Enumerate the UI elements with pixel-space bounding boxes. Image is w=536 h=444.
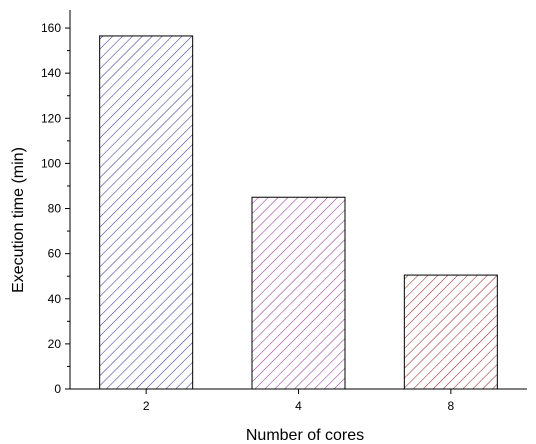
bar-8	[403, 274, 498, 390]
bar-4	[251, 196, 346, 390]
y-tick-label: 40	[48, 292, 62, 306]
x-tick-label: 2	[143, 399, 150, 413]
x-tick-label: 8	[447, 399, 454, 413]
y-axis-label: Execution time (min)	[10, 147, 27, 293]
y-tick-label: 80	[48, 202, 62, 216]
bar-2	[99, 35, 194, 390]
y-tick-label: 0	[54, 382, 61, 396]
y-tick-label: 140	[41, 66, 61, 80]
bars-group	[99, 35, 498, 390]
y-tick-label: 120	[41, 111, 61, 125]
x-tick-label: 4	[295, 399, 302, 413]
y-tick-label: 100	[41, 156, 61, 170]
y-tick-label: 60	[48, 247, 62, 261]
x-axis-label: Number of cores	[246, 427, 364, 444]
y-tick-label: 20	[48, 337, 62, 351]
y-tick-label: 160	[41, 21, 61, 35]
